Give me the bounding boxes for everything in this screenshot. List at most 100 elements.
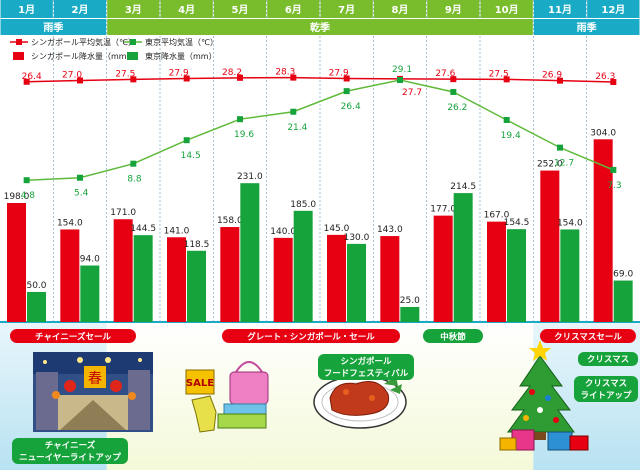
tokyo-temp-point [183,137,190,144]
month-cell [320,0,373,18]
tokyo-rain-bar [133,235,153,322]
tokyo-temp-point [77,174,83,181]
month-cell [373,0,427,18]
sg-temp-label: 27.6 [435,69,455,79]
sg-rain-bar [167,237,186,322]
legend-sg-temp-label: シンガポール平均気温（℃） [31,37,136,47]
month-label: 9月 [445,4,462,16]
sg-temp-label: 28.2 [222,68,242,78]
xmas-light-line2: ライトアップ [580,390,632,401]
sg-temp-point [130,76,137,83]
sg-rain-label: 252.0 [537,160,563,170]
haru-sign-text: 春 [88,371,102,387]
legend-tk-temp-label: 東京平均気温（℃） [145,37,218,47]
tokyo-rain-label: 154.5 [504,218,530,228]
shopping-illustration: SALE [185,361,269,433]
sg-temp-label: 26.4 [22,72,42,82]
sg-temp-label: 27.9 [169,68,189,78]
sg-temp-label: 26.3 [595,72,615,82]
month-label: 3月 [125,4,142,16]
chinese-new-year-illustration: 春 [33,352,153,432]
legend-tk-rain-swatch [127,52,138,60]
tokyo-temp-point [610,166,617,173]
cny-light-line1: チャイニーズ [45,440,96,451]
sg-temp-point [503,76,510,83]
tokyo-rain-bar [613,280,633,322]
tokyo-rain-label: 130.0 [344,233,370,243]
temperature-lines: 26.4 4.8 27.0 5.4 27.5 8.8 27.9 14.5 28.2 19.6 28.… [21,65,622,201]
sg-rain-bar [60,229,80,322]
xmas-light-badge [574,376,638,402]
month-label: 5月 [232,4,249,16]
month-label: 1月 [18,4,35,16]
xmas-light-line1: クリスマス [585,378,627,389]
tokyo-rain-label: 185.0 [290,200,316,210]
season-header: 雨季 乾季 雨季 [0,19,640,35]
tokyo-temp-point [503,117,510,123]
sg-temp-point [557,77,563,84]
xmas-label: クリスマス [587,354,629,365]
tokyo-temp-label: 26.2 [447,103,467,113]
tokyo-temp-point [130,160,137,167]
tokyo-temp-label: 12.7 [554,159,574,169]
tokyo-rain-label: 94.0 [80,255,100,265]
sg-temp-point [450,76,457,83]
tokyo-temp-label: 26.4 [341,102,361,112]
sg-rain-label: 141.0 [164,226,190,236]
legend-tk-temp-marker [130,39,136,45]
sg-rain-bar [327,234,346,322]
cny-light-line2: ニューイヤーライトアップ [19,452,121,463]
sg-rain-bar [220,227,240,322]
event-xmas-sale-pill [540,329,636,343]
sg-temp-line [26,76,614,83]
cny-light-badge [12,438,128,464]
sg-rain-label: 167.0 [484,211,510,221]
tokyo-temp-label: 29.1 [392,65,412,75]
tokyo-rain-bar [400,306,420,322]
season-label: 雨季 [577,21,598,34]
tokyo-rain-bar [80,265,100,322]
month-label: 11月 [548,4,572,16]
event-mid-autumn-label: 中秋節 [440,332,466,343]
month-label: 2月 [72,4,89,16]
tokyo-rain-label: 231.0 [237,172,263,182]
food-festival-line1: シンガポール [340,356,392,367]
sg-rain-label: 171.0 [110,208,136,218]
month-cell [160,0,213,18]
sg-temp-point [77,77,83,84]
season-cell [107,19,533,35]
season-label: 雨季 [43,21,64,34]
tokyo-rain-bar [27,291,46,322]
tokyo-rain-label: 214.5 [450,182,476,192]
sg-rain-bar [540,170,560,322]
illustrations: 春 SALE シンガポール フードフェスティバル [12,340,638,464]
tokyo-temp-point [397,77,403,83]
tokyo-rain-bar [347,243,366,322]
sg-temp-label: 28.3 [275,68,295,78]
food-festival-line2: フードフェスティバル [324,368,409,379]
legend-sg-temp-marker [16,39,22,45]
tokyo-rain-bar [240,183,260,322]
sg-rain-bar [433,215,453,322]
sg-rain-label: 198.0 [4,192,30,202]
month-label: 10月 [495,4,519,16]
sg-temp-point [290,74,297,81]
month-label: 6月 [285,4,302,16]
sg-temp-label: 27.5 [489,69,509,79]
month-cell [267,0,320,18]
christmas-tree-illustration [499,340,589,451]
tokyo-temp-point [237,116,243,123]
tokyo-rain-bar [560,229,580,322]
tokyo-rain-bar [453,193,473,322]
sg-temp-point [183,75,190,82]
tokyo-temp-label: 19.6 [234,130,254,140]
month-cell [427,0,480,18]
month-label: 7月 [338,4,355,16]
month-label: 4月 [178,4,195,16]
sg-rain-label: 140.0 [270,227,296,237]
sg-temp-point [610,79,617,85]
event-chinese-sale-pill [10,329,136,343]
legend-sg-rain-swatch [13,52,24,60]
